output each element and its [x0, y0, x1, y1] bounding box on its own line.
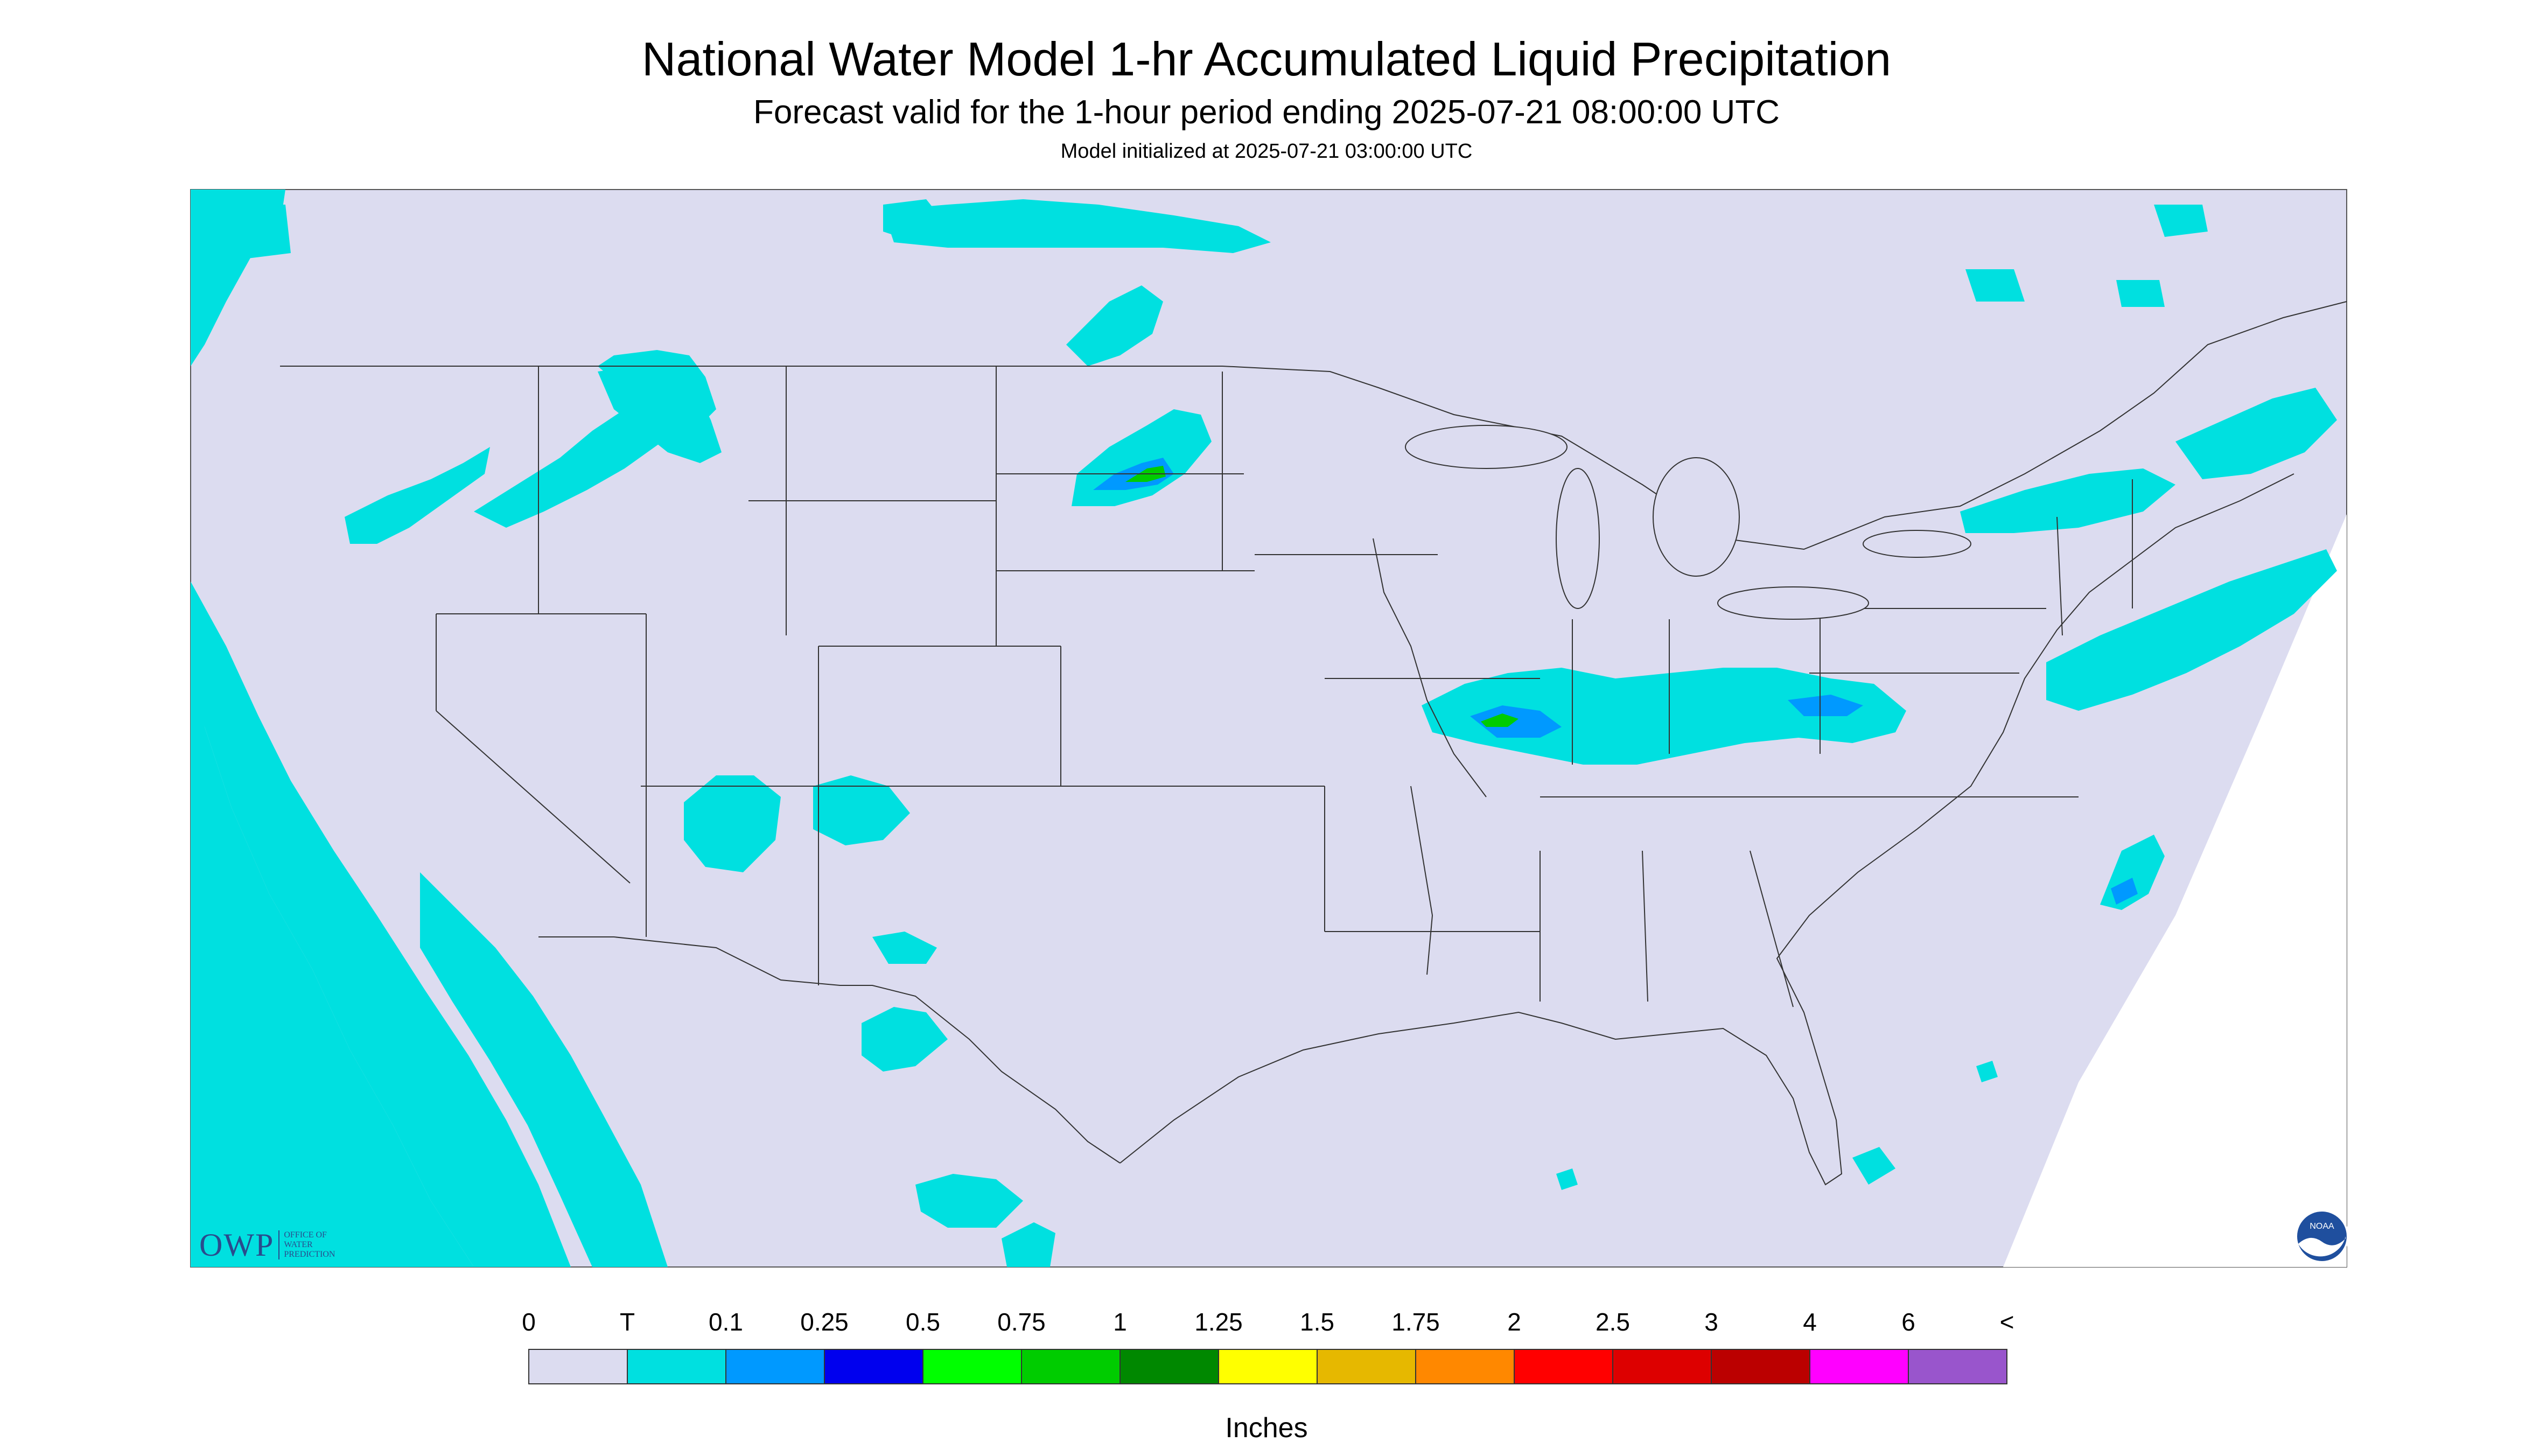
- model-init-time: Model initialized at 2025-07-21 03:00:00…: [1060, 140, 1473, 163]
- legend-swatch-4: [922, 1349, 1022, 1384]
- legend-label-12: 3: [1704, 1308, 1718, 1336]
- owp-sub-line-3: PREDICTION: [284, 1250, 335, 1259]
- precip-area-newmexico: [813, 775, 910, 845]
- map-background: [190, 189, 2347, 1268]
- precip-area-pacific-west: [191, 582, 474, 1267]
- legend-label-0: 0: [522, 1308, 536, 1336]
- precip-area-northwest: [345, 447, 490, 544]
- precip-area-baja: [420, 872, 668, 1267]
- precip-area-montana-northeast: [598, 350, 716, 425]
- precip-area-gulf-1: [1556, 1168, 1578, 1190]
- legend-label-11: 2.5: [1596, 1308, 1630, 1336]
- precip-area-mexico-south: [915, 1174, 1023, 1228]
- precip-area-quebec-2: [2116, 280, 2165, 307]
- legend-swatch-6: [1119, 1349, 1219, 1384]
- legend-label-15: <: [1999, 1308, 2014, 1336]
- legend-swatch-3: [824, 1349, 923, 1384]
- precip-area-midwest-band: [1422, 668, 1906, 765]
- legend-swatch-10: [1514, 1349, 1613, 1384]
- precip-area-northeast-band: [1960, 468, 2175, 533]
- precip-area-atlantic-offshore-core: [2111, 878, 2138, 905]
- precip-area-nd-storm-1: [1066, 285, 1163, 366]
- legend-units: Inches: [1225, 1412, 1308, 1444]
- owp-sub-line-1: OFFICE OF: [284, 1230, 327, 1240]
- legend-swatch-2: [725, 1349, 825, 1384]
- precip-area-new-england: [2175, 388, 2337, 479]
- legend-swatch-1: [627, 1349, 726, 1384]
- map-subtitle: Forecast valid for the 1-hour period end…: [753, 94, 1780, 131]
- legend-swatch-7: [1218, 1349, 1318, 1384]
- precip-area-newmexico-south: [872, 932, 937, 964]
- precip-area-bahamas: [1976, 1061, 1998, 1082]
- precip-area-arizona: [684, 775, 781, 872]
- legend-label-6: 1: [1113, 1308, 1127, 1336]
- precip-area-canada-west: [237, 205, 291, 258]
- owp-logo-subtext: OFFICE OF WATER PREDICTION: [278, 1230, 335, 1259]
- legend-swatch-13: [1809, 1349, 1909, 1384]
- owp-logo-text: OWP: [199, 1227, 275, 1263]
- noaa-logo-text: NOAA: [2310, 1222, 2334, 1231]
- legend-label-10: 2: [1507, 1308, 1521, 1336]
- great-lakes: [1405, 425, 1971, 620]
- legend-label-5: 0.75: [997, 1308, 1046, 1336]
- legend-label-13: 4: [1803, 1308, 1817, 1336]
- precip-area-midwest-green: [1481, 713, 1519, 727]
- precip-area-pacific-band: [191, 582, 571, 1267]
- no-data-region-east: [2003, 514, 2347, 1267]
- legend-swatch-8: [1317, 1349, 1416, 1384]
- legend-label-14: 6: [1901, 1308, 1915, 1336]
- legend-label-8: 1.5: [1300, 1308, 1334, 1336]
- owp-sub-line-2: WATER: [284, 1240, 313, 1249]
- precip-area-mexico-southeast: [1002, 1222, 1055, 1267]
- legend-swatch-11: [1612, 1349, 1712, 1384]
- legend-label-3: 0.25: [800, 1308, 849, 1336]
- precip-area-mexico-north: [862, 1007, 948, 1072]
- map-title: National Water Model 1-hr Accumulated Li…: [641, 32, 1892, 86]
- legend-label-1: T: [619, 1308, 635, 1336]
- legend-color-bar: [528, 1349, 2007, 1384]
- legend-swatch-9: [1415, 1349, 1515, 1384]
- precip-area-atlantic-ne: [2046, 549, 2337, 711]
- precip-area-gulf-2: [1852, 1147, 1895, 1185]
- legend-label-4: 0.5: [906, 1308, 940, 1336]
- legend-swatch-12: [1711, 1349, 1810, 1384]
- precip-area-appalachia-core: [1788, 695, 1863, 716]
- legend-label-7: 1.25: [1194, 1308, 1243, 1336]
- precip-area-quebec: [1965, 269, 2025, 302]
- owp-logo: OWP OFFICE OF WATER PREDICTION: [199, 1223, 335, 1266]
- noaa-logo: NOAA: [2295, 1209, 2349, 1263]
- legend-swatch-14: [1908, 1349, 2007, 1384]
- precip-area-canada-east: [2154, 205, 2208, 237]
- legend-label-9: 1.75: [1391, 1308, 1440, 1336]
- legend-label-2: 0.1: [709, 1308, 743, 1336]
- precip-area-canada-central: [883, 199, 1271, 253]
- legend-swatch-0: [528, 1349, 628, 1384]
- legend-swatch-5: [1021, 1349, 1121, 1384]
- precip-area-midwest-core: [1470, 705, 1562, 738]
